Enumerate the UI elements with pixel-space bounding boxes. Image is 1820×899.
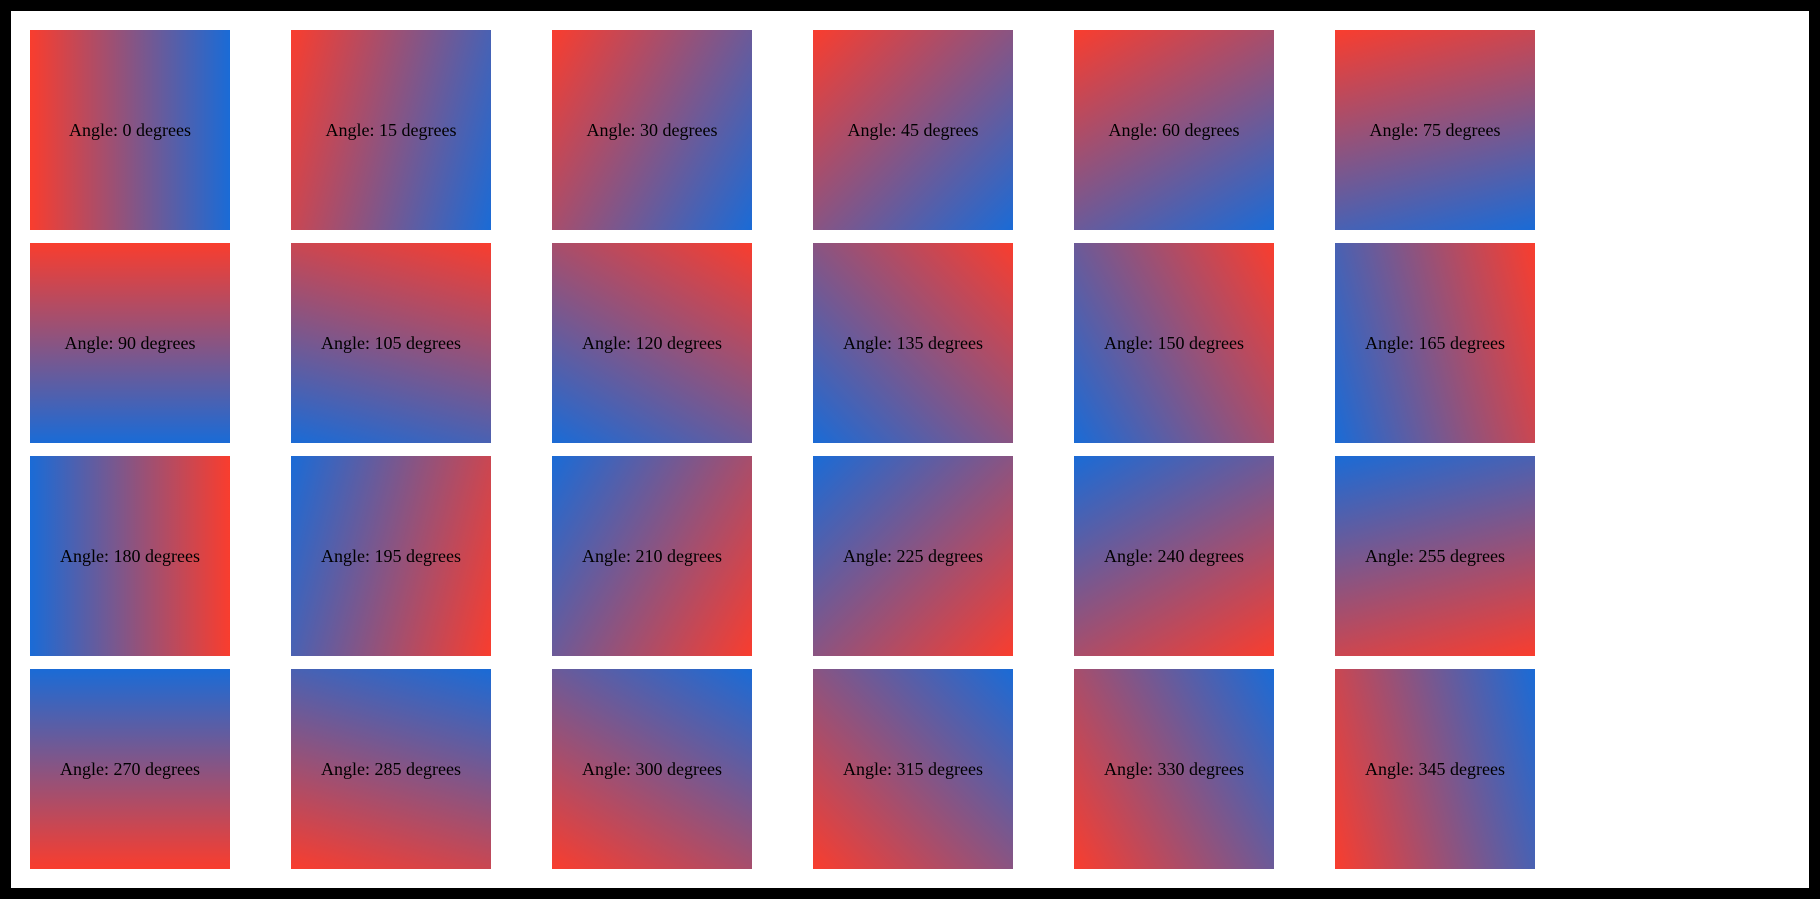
tile-angle-label: Angle: 195 degrees [321, 546, 461, 566]
tile-angle-label: Angle: 180 degrees [60, 546, 200, 566]
tile-angle-label: Angle: 285 degrees [321, 759, 461, 779]
tile-angle-label: Angle: 345 degrees [1365, 759, 1505, 779]
gradient-tile: Angle: 135 degrees [813, 243, 1013, 443]
gradient-tile: Angle: 210 degrees [552, 456, 752, 656]
gradient-tile: Angle: 165 degrees [1335, 243, 1535, 443]
tile-angle-label: Angle: 255 degrees [1365, 546, 1505, 566]
gradient-tile: Angle: 240 degrees [1074, 456, 1274, 656]
tile-angle-label: Angle: 0 degrees [69, 120, 191, 140]
tile-angle-label: Angle: 165 degrees [1365, 333, 1505, 353]
tile-angle-label: Angle: 30 degrees [586, 120, 718, 140]
tile-angle-label: Angle: 105 degrees [321, 333, 461, 353]
gradient-tile: Angle: 180 degrees [30, 456, 230, 656]
tile-angle-label: Angle: 135 degrees [843, 333, 983, 353]
tile-angle-label: Angle: 270 degrees [60, 759, 200, 779]
tile-angle-label: Angle: 330 degrees [1104, 759, 1244, 779]
gradient-tile: Angle: 0 degrees [30, 30, 230, 230]
tile-angle-label: Angle: 60 degrees [1108, 120, 1240, 140]
gradient-tile: Angle: 255 degrees [1335, 456, 1535, 656]
gradient-tile: Angle: 60 degrees [1074, 30, 1274, 230]
tile-angle-label: Angle: 240 degrees [1104, 546, 1244, 566]
gradient-tile: Angle: 150 degrees [1074, 243, 1274, 443]
tile-angle-label: Angle: 120 degrees [582, 333, 722, 353]
tile-angle-label: Angle: 315 degrees [843, 759, 983, 779]
gradient-tile: Angle: 195 degrees [291, 456, 491, 656]
gradient-tile: Angle: 345 degrees [1335, 669, 1535, 869]
gradient-tile: Angle: 90 degrees [30, 243, 230, 443]
tile-angle-label: Angle: 300 degrees [582, 759, 722, 779]
gradient-tile: Angle: 30 degrees [552, 30, 752, 230]
gradient-tile: Angle: 330 degrees [1074, 669, 1274, 869]
gradient-tile: Angle: 45 degrees [813, 30, 1013, 230]
page-frame: Angle: 0 degrees Angle: 15 degrees Angle: … [11, 11, 1809, 888]
gradient-tile: Angle: 105 degrees [291, 243, 491, 443]
tile-angle-label: Angle: 90 degrees [64, 333, 196, 353]
gradient-tile: Angle: 75 degrees [1335, 30, 1535, 230]
gradient-tile-grid: Angle: 0 degrees Angle: 15 degrees Angle: … [30, 30, 1809, 869]
gradient-tile: Angle: 120 degrees [552, 243, 752, 443]
gradient-tile: Angle: 225 degrees [813, 456, 1013, 656]
gradient-tile: Angle: 300 degrees [552, 669, 752, 869]
tile-angle-label: Angle: 150 degrees [1104, 333, 1244, 353]
tile-angle-label: Angle: 210 degrees [582, 546, 722, 566]
tile-angle-label: Angle: 45 degrees [847, 120, 979, 140]
tile-angle-label: Angle: 15 degrees [325, 120, 457, 140]
gradient-tile: Angle: 285 degrees [291, 669, 491, 869]
tile-angle-label: Angle: 75 degrees [1369, 120, 1501, 140]
tile-angle-label: Angle: 225 degrees [843, 546, 983, 566]
gradient-tile: Angle: 270 degrees [30, 669, 230, 869]
gradient-tile: Angle: 15 degrees [291, 30, 491, 230]
gradient-tile: Angle: 315 degrees [813, 669, 1013, 869]
